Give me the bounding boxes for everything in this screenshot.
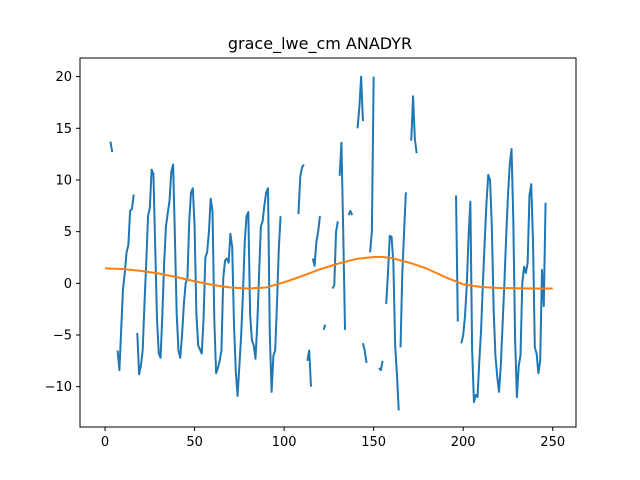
series-1-segment [460, 147, 547, 404]
series-1-segment [322, 324, 327, 331]
plot-area [79, 57, 577, 428]
y-tick-label: −5 [53, 329, 72, 344]
series-1-segment [369, 76, 375, 253]
series-1-segment [356, 75, 364, 129]
series-1-segment [311, 216, 321, 267]
series-1-segment [297, 163, 305, 215]
y-tick-label: 5 [64, 225, 72, 240]
series-1-segment [116, 194, 135, 372]
x-tick-label: 200 [451, 435, 476, 450]
series-layer [105, 75, 553, 411]
series-1-segment [455, 195, 459, 322]
series-1-segment [399, 192, 407, 348]
series-1-segment [361, 343, 368, 364]
series-2-segment [105, 255, 553, 290]
series-1-segment [338, 141, 347, 330]
y-tick-label: −10 [45, 380, 72, 395]
series-1-segment [385, 234, 400, 411]
y-axis: −10 −5 0 5 10 15 20 [45, 70, 80, 395]
series-1-segment [306, 349, 312, 387]
x-tick-label: 100 [272, 435, 297, 450]
axes-frame [79, 57, 577, 428]
series-1 [109, 75, 547, 411]
y-tick-label: 15 [55, 122, 72, 137]
x-tick-label: 0 [101, 435, 109, 450]
series-2 [105, 255, 553, 290]
series-1-segment [109, 141, 114, 153]
x-tick-label: 250 [540, 435, 565, 450]
x-tick-label: 50 [186, 435, 203, 450]
series-1-segment [410, 95, 418, 154]
y-tick-label: 20 [55, 70, 72, 85]
x-tick-label: 150 [361, 435, 386, 450]
series-1-segment [331, 221, 339, 289]
x-axis: 0 50 100 150 200 250 [101, 427, 565, 450]
y-tick-label: 0 [64, 277, 72, 292]
series-1-segment [347, 209, 354, 216]
series-1-segment [378, 360, 384, 372]
chart-title: grace_lwe_cm ANADYR [228, 34, 412, 54]
y-tick-label: 10 [55, 173, 72, 188]
series-1-segment [136, 163, 282, 397]
